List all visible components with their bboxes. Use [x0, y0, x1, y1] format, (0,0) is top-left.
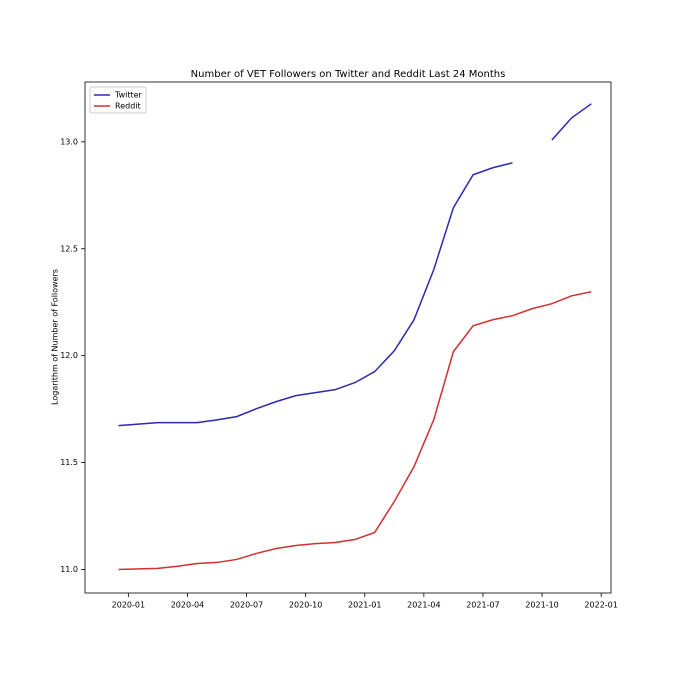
series-line	[118, 291, 592, 571]
y-axis-label: Logarithm of Number of Followers	[51, 269, 60, 405]
x-tick-label: 2020-10	[289, 601, 322, 610]
chart-title: Number of VET Followers on Twitter and R…	[191, 69, 506, 80]
y-tick-label: 11.0	[60, 565, 78, 574]
x-tick-label: 2021-04	[407, 601, 440, 610]
legend-label: Reddit	[115, 102, 141, 111]
x-tick-label: 2022-01	[584, 601, 617, 610]
series-line	[118, 103, 592, 427]
x-tick-label: 2020-04	[171, 601, 204, 610]
plot-frame	[84, 81, 612, 594]
y-tick-label: 12.0	[60, 351, 78, 360]
x-tick-label: 2021-10	[525, 601, 558, 610]
y-tick-label: 13.0	[60, 137, 78, 146]
x-tick-label: 2020-07	[230, 601, 263, 610]
legend-label: Twitter	[114, 91, 143, 100]
y-tick-label: 11.5	[60, 458, 78, 467]
y-tick-label: 12.5	[60, 244, 78, 253]
x-tick-label: 2021-07	[466, 601, 499, 610]
x-tick-label: 2021-01	[348, 601, 381, 610]
x-tick-label: 2020-01	[112, 601, 145, 610]
